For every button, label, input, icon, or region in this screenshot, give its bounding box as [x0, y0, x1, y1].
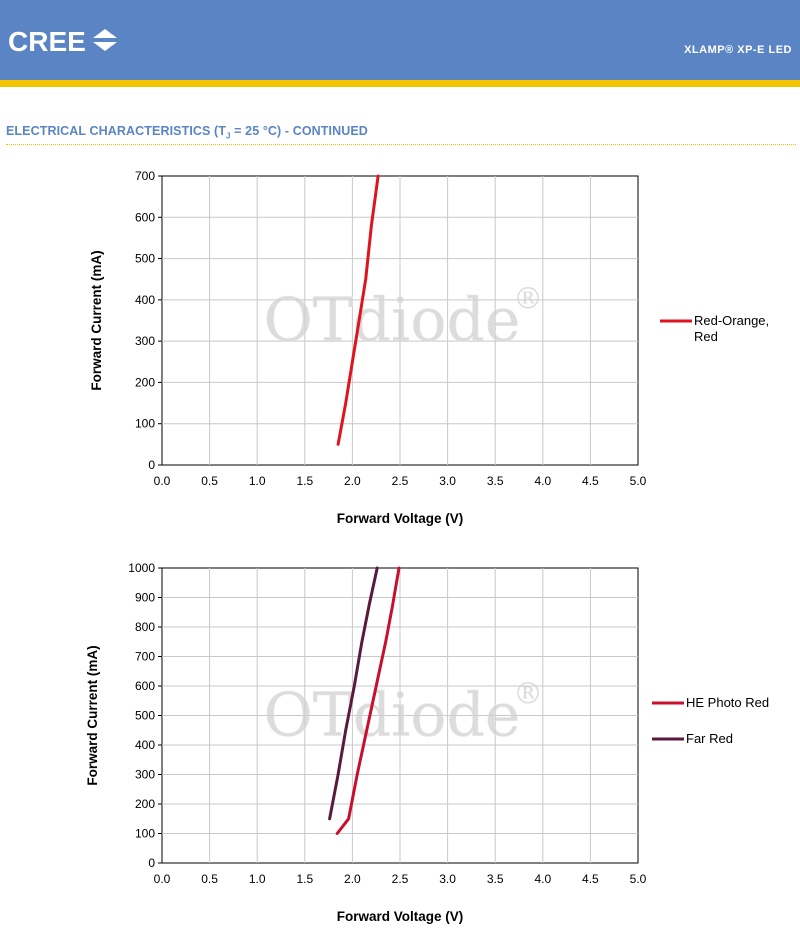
legend-label-0: Red-Orange,	[694, 313, 769, 328]
y-tick-label: 900	[135, 591, 155, 605]
logo-chevron-icon	[92, 28, 118, 57]
x-tick-label: 1.0	[249, 872, 266, 886]
y-tick-label: 600	[135, 210, 155, 224]
logo-text: CREE	[8, 26, 86, 57]
y-tick-label: 100	[135, 827, 155, 841]
x-tick-label: 0.5	[201, 872, 218, 886]
x-axis-label: Forward Voltage (V)	[337, 511, 464, 526]
section-title-prefix: ELECTRICAL CHARACTERISTICS (T	[6, 124, 227, 138]
x-tick-label: 3.0	[439, 872, 456, 886]
header-stripe	[0, 80, 800, 87]
y-axis-label: Forward Current (mA)	[85, 645, 100, 785]
y-tick-label: 700	[135, 650, 155, 664]
x-tick-label: 4.5	[582, 474, 599, 488]
x-axis-label: Forward Voltage (V)	[337, 909, 464, 924]
x-tick-label: 2.5	[392, 872, 409, 886]
x-tick-label: 3.5	[487, 474, 504, 488]
series-line-0	[336, 174, 380, 446]
y-tick-label: 400	[135, 293, 155, 307]
chart-photo-far-red: 0.0 0.5 1.0 1.5 2.0 2.5 3.0 3.5 4.0 4.5 5.0 0 100 200…	[0, 552, 800, 932]
y-tick-label: 700	[135, 169, 155, 183]
watermark-text: OTdiode	[264, 681, 521, 751]
series-line-0	[335, 566, 401, 835]
section-title-subscript: J	[226, 131, 231, 141]
y-tick-label: 300	[135, 768, 155, 782]
x-tick-label: 4.0	[534, 474, 551, 488]
x-tick-label: 2.5	[392, 474, 409, 488]
y-tick-label: 300	[135, 334, 155, 348]
x-tick-label: 0.5	[201, 474, 218, 488]
x-tick-label: 5.0	[630, 474, 647, 488]
y-tick-label: 800	[135, 620, 155, 634]
cree-logo: CREE	[8, 22, 118, 62]
x-tick-label: 1.5	[296, 872, 313, 886]
x-tick-label: 5.0	[630, 872, 647, 886]
header-bar: CREE XLAMP® XP-E LED	[0, 0, 800, 80]
watermark-registered-mark: ®	[513, 677, 543, 712]
y-tick-label: 400	[135, 738, 155, 752]
x-tick-label: 4.0	[534, 872, 551, 886]
y-axis-label: Forward Current (mA)	[89, 250, 104, 390]
section-title-suffix: = 25 °C) - CONTINUED	[230, 124, 368, 138]
x-tick-label: 2.0	[344, 474, 361, 488]
y-tick-label: 0	[148, 856, 155, 870]
x-tick-label: 3.0	[439, 474, 456, 488]
x-tick-label: 1.0	[249, 474, 266, 488]
x-tick-label: 0.0	[154, 474, 171, 488]
y-tick-label: 1000	[128, 561, 155, 575]
section-title: ELECTRICAL CHARACTERISTICS (TJ = 25 °C) …	[6, 124, 368, 141]
chart-photo-far-red-svg: 0.0 0.5 1.0 1.5 2.0 2.5 3.0 3.5 4.0 4.5 5.0 0 100 200…	[85, 561, 769, 924]
chart-red-orange-svg: 0.0 0.5 1.0 1.5 2.0 2.5 3.0 3.5 4.0 4.5 5.0 0 100 200…	[89, 169, 769, 526]
x-tick-label: 2.0	[344, 872, 361, 886]
y-tick-label: 200	[135, 375, 155, 389]
watermark-text: OTdiode	[264, 286, 521, 356]
x-tick-label: 4.5	[582, 872, 599, 886]
y-tick-label: 500	[135, 252, 155, 266]
y-tick-label: 100	[135, 417, 155, 431]
y-tick-label: 0	[148, 458, 155, 472]
chart-red-orange: 0.0 0.5 1.0 1.5 2.0 2.5 3.0 3.5 4.0 4.5 5.0 0 100 200…	[0, 160, 800, 540]
y-tick-label: 600	[135, 679, 155, 693]
y-tick-label: 500	[135, 709, 155, 723]
series-line-1	[328, 566, 379, 821]
x-tick-label: 1.5	[296, 474, 313, 488]
x-tick-label: 0.0	[154, 872, 171, 886]
y-tick-label: 200	[135, 797, 155, 811]
x-tick-label: 3.5	[487, 872, 504, 886]
watermark-registered-mark: ®	[513, 282, 543, 317]
section-divider	[6, 144, 796, 145]
legend-label-1: Far Red	[686, 731, 733, 746]
legend-label-0: HE Photo Red	[686, 695, 769, 710]
legend-label-0: Red	[694, 329, 718, 344]
product-name: XLAMP® XP-E LED	[684, 44, 792, 56]
